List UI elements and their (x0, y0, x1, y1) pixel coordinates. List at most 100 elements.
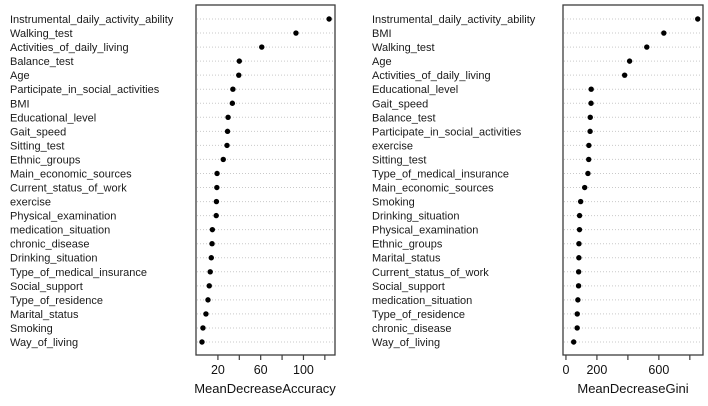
data-point (588, 86, 594, 92)
data-point (585, 170, 591, 177)
category-label: medication_situation (372, 295, 472, 307)
data-point (209, 240, 215, 247)
gini-axis-title: MeanDecreaseGini (577, 381, 688, 396)
gini-panel: MeanDecreaseGini Instrumental_daily_acti… (354, 0, 708, 406)
category-label: Walking_test (372, 42, 435, 54)
data-point (236, 72, 242, 78)
category-label: Participate_in_social_activities (10, 84, 160, 96)
category-label: Balance_test (372, 112, 436, 124)
gini-dot-plot: MeanDecreaseGini Instrumental_daily_acti… (372, 4, 704, 396)
data-point (205, 297, 211, 303)
category-label: Physical_examination (372, 225, 478, 237)
category-label: Instrumental_daily_activity_ability (372, 14, 536, 26)
data-point (661, 30, 667, 36)
category-label: Way_of_living (372, 337, 440, 349)
data-point (576, 240, 582, 247)
data-point (576, 255, 582, 261)
data-point (586, 156, 592, 163)
data-point (581, 184, 588, 191)
category-label: exercise (10, 197, 51, 209)
category-label: Gait_speed (372, 98, 428, 110)
category-label: Balance_test (10, 56, 74, 68)
accuracy-panel: MeanDecreaseAccuracy Instrumental_daily_… (10, 4, 336, 396)
category-label: Type_of_residence (372, 309, 465, 321)
data-point (213, 212, 219, 219)
category-label: Participate_in_social_activities (372, 126, 522, 138)
data-point (208, 255, 214, 261)
data-point (577, 198, 584, 205)
category-label: Activities_of_daily_living (372, 70, 491, 82)
category-label: Smoking (372, 197, 415, 209)
data-point (213, 198, 220, 205)
data-point (229, 100, 236, 106)
axis-tick-label: 0 (562, 363, 569, 377)
category-label: chronic_disease (10, 239, 90, 251)
category-label: medication_situation (10, 225, 110, 237)
data-point (576, 212, 583, 219)
data-point (293, 30, 299, 36)
data-point (214, 184, 220, 191)
category-label: Educational_level (10, 112, 96, 124)
accuracy-axis-title: MeanDecreaseAccuracy (194, 381, 336, 396)
category-label: Smoking (10, 323, 53, 335)
plot-box (195, 4, 336, 356)
category-label: Social_support (10, 281, 83, 293)
data-point (574, 311, 580, 317)
category-label: Ethnic_groups (372, 239, 443, 251)
category-label: Main_economic_sources (372, 183, 494, 195)
category-label: Marital_status (10, 309, 79, 321)
data-point (236, 58, 243, 64)
category-label: exercise (372, 140, 413, 152)
data-point (621, 72, 628, 78)
category-label: BMI (372, 28, 392, 40)
data-point (200, 325, 206, 331)
accuracy-dot-plot: MeanDecreaseAccuracy Instrumental_daily_… (10, 4, 336, 396)
category-label: Drinking_situation (10, 253, 97, 265)
category-label: Current_status_of_work (10, 183, 127, 195)
data-point (587, 114, 593, 121)
data-point (230, 86, 236, 92)
data-point (225, 114, 231, 121)
category-label: Ethnic_groups (10, 154, 81, 166)
category-label: Walking_test (10, 28, 73, 40)
data-point (626, 58, 633, 64)
data-point (199, 339, 205, 345)
data-point (214, 170, 220, 177)
category-label: Main_economic_sources (10, 168, 132, 180)
data-point (206, 283, 212, 289)
data-point (576, 226, 583, 233)
category-label: Physical_examination (10, 211, 116, 223)
data-point (575, 269, 582, 275)
data-point (644, 44, 650, 50)
data-point (224, 142, 230, 149)
axis-tick-label: 600 (648, 363, 669, 377)
category-label: Type_of_medical_insurance (372, 168, 509, 180)
category-label: Age (372, 56, 392, 68)
plot-box (562, 4, 704, 356)
category-label: Type_of_residence (10, 295, 103, 307)
category-label: Educational_level (372, 84, 458, 96)
axis-tick-label: 20 (211, 363, 225, 377)
data-point (570, 339, 577, 345)
data-point (326, 16, 332, 22)
axis-tick-label: 100 (293, 363, 314, 377)
category-label: Current_status_of_work (372, 267, 489, 279)
data-point (586, 142, 592, 149)
axis-tick-label: 60 (254, 363, 268, 377)
axis-tick-label: 200 (586, 363, 607, 377)
category-label: chronic_disease (372, 323, 452, 335)
category-label: Age (10, 70, 30, 82)
category-label: Instrumental_daily_activity_ability (10, 14, 174, 26)
category-label: Marital_status (372, 253, 441, 265)
data-point (209, 226, 216, 233)
data-point (203, 311, 209, 317)
category-label: Drinking_situation (372, 211, 459, 223)
category-label: Gait_speed (10, 126, 66, 138)
data-point (588, 100, 594, 106)
category-label: Sitting_test (372, 154, 426, 166)
category-label: Social_support (372, 281, 445, 293)
data-point (207, 269, 213, 275)
data-point (695, 16, 701, 22)
